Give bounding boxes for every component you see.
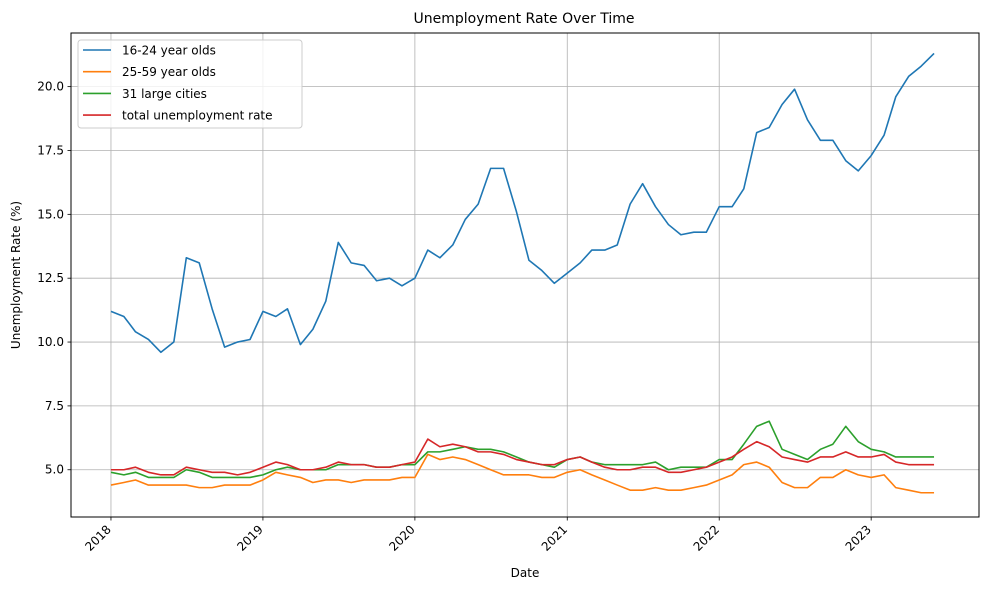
- series-line-2: [110, 453, 935, 494]
- y-tick-label: 5.0: [45, 463, 64, 477]
- legend-label: total unemployment rate: [122, 109, 273, 123]
- x-axis-title: Date: [511, 566, 540, 580]
- legend-label: 25-59 year olds: [122, 65, 216, 79]
- y-tick-label: 15.0: [37, 207, 64, 221]
- legend-label: 31 large cities: [122, 87, 207, 101]
- y-tick-label: 7.5: [45, 399, 64, 413]
- plot-frame: [70, 32, 980, 518]
- legend-label: 16-24 year olds: [122, 44, 216, 58]
- series-line-1: [110, 52, 935, 354]
- series-lines: [110, 52, 935, 494]
- legend: 16-24 year olds 25-59 year olds 31 large c…: [77, 39, 303, 129]
- chart-title: Unemployment Rate Over Time: [414, 11, 635, 27]
- series-line-4: [110, 438, 935, 476]
- y-tick-label: 12.5: [37, 271, 64, 285]
- series-line-3: [110, 420, 935, 479]
- y-tick-label: 20.0: [37, 80, 64, 94]
- y-axis-title: Unemployment Rate (%): [9, 201, 23, 349]
- y-tick-label: 17.5: [37, 143, 64, 157]
- y-tick-label: 10.0: [37, 335, 64, 349]
- legend-box: [77, 39, 303, 129]
